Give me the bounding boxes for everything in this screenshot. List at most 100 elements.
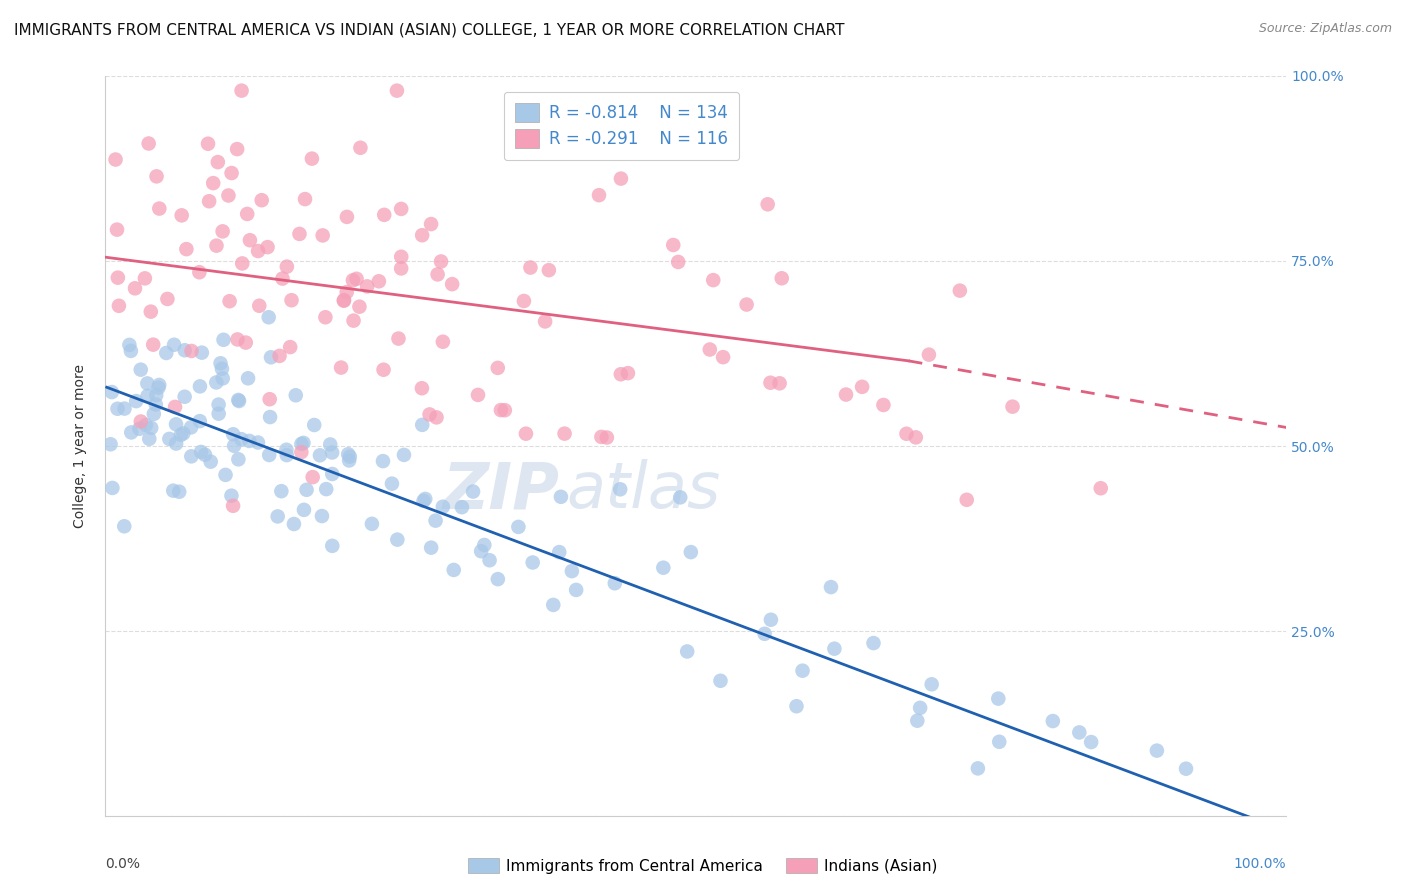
Point (208, 407, 231, 421)
Point (711, 350, 734, 364)
Point (486, 360, 509, 375)
Point (231, 432, 253, 446)
Point (785, 699, 807, 714)
Point (315, 482, 337, 496)
Point (610, 368, 633, 382)
Point (413, 491, 436, 506)
Point (373, 362, 395, 376)
Point (163, 337, 186, 351)
Text: Source: ZipAtlas.com: Source: ZipAtlas.com (1258, 22, 1392, 36)
Point (145, 397, 167, 411)
Y-axis label: College, 1 year or more: College, 1 year or more (73, 364, 87, 528)
Point (283, 516, 305, 531)
Point (591, 430, 613, 444)
Point (1175, 762, 1198, 776)
Point (105, 222, 128, 236)
Point (550, 490, 572, 504)
Point (128, 422, 150, 436)
Point (699, 343, 721, 357)
Legend: Immigrants from Central America, Indians (Asian): Immigrants from Central America, Indians… (463, 852, 943, 880)
Point (231, 84, 253, 98)
Point (209, 356, 232, 370)
Point (228, 392, 250, 407)
Point (202, 176, 225, 190)
Point (759, 376, 782, 390)
Point (389, 202, 412, 216)
Point (443, 563, 465, 577)
Point (314, 310, 336, 325)
Point (519, 260, 541, 275)
Point (987, 691, 1010, 706)
Point (290, 445, 312, 459)
Point (148, 202, 170, 216)
Point (120, 343, 142, 358)
Point (872, 398, 894, 412)
Point (346, 272, 368, 286)
Point (820, 580, 842, 594)
Point (770, 271, 793, 285)
Point (669, 491, 692, 505)
Point (470, 544, 492, 558)
Point (148, 381, 170, 395)
Point (221, 489, 243, 503)
Point (617, 366, 640, 380)
Text: ZIP: ZIP (443, 459, 560, 522)
Point (792, 664, 814, 678)
Point (236, 371, 259, 385)
Point (170, 428, 193, 442)
Point (387, 332, 409, 346)
Point (610, 171, 633, 186)
Point (709, 673, 731, 688)
Point (956, 492, 979, 507)
Point (823, 641, 845, 656)
Point (226, 333, 249, 347)
Point (250, 193, 273, 207)
Point (271, 271, 294, 285)
Point (129, 415, 152, 429)
Point (489, 403, 512, 417)
Point (666, 255, 689, 269)
Point (361, 516, 384, 531)
Point (679, 545, 702, 559)
Point (207, 398, 229, 412)
Point (508, 520, 530, 534)
Point (392, 448, 415, 462)
Point (420, 541, 443, 555)
Point (988, 735, 1011, 749)
Point (389, 261, 412, 276)
Point (381, 476, 404, 491)
Point (389, 250, 412, 264)
Point (207, 155, 229, 169)
Point (173, 343, 195, 358)
Point (238, 434, 260, 448)
Point (387, 533, 409, 547)
Point (543, 598, 565, 612)
Point (134, 271, 156, 285)
Point (247, 244, 270, 258)
Point (904, 430, 927, 444)
Point (176, 242, 198, 256)
Point (188, 379, 211, 393)
Point (412, 493, 434, 508)
Point (537, 263, 560, 277)
Point (426, 268, 449, 282)
Point (198, 194, 221, 209)
Point (966, 761, 988, 775)
Point (125, 394, 148, 409)
Point (205, 238, 228, 252)
Point (311, 509, 333, 524)
Point (145, 388, 167, 402)
Point (554, 426, 576, 441)
Point (269, 349, 291, 363)
Point (236, 207, 259, 221)
Point (211, 224, 233, 238)
Point (768, 376, 790, 391)
Point (609, 483, 631, 497)
Point (425, 514, 447, 528)
Point (949, 284, 972, 298)
Point (430, 254, 453, 268)
Point (180, 450, 202, 464)
Point (342, 273, 364, 287)
Point (294, 192, 316, 206)
Point (224, 439, 246, 453)
